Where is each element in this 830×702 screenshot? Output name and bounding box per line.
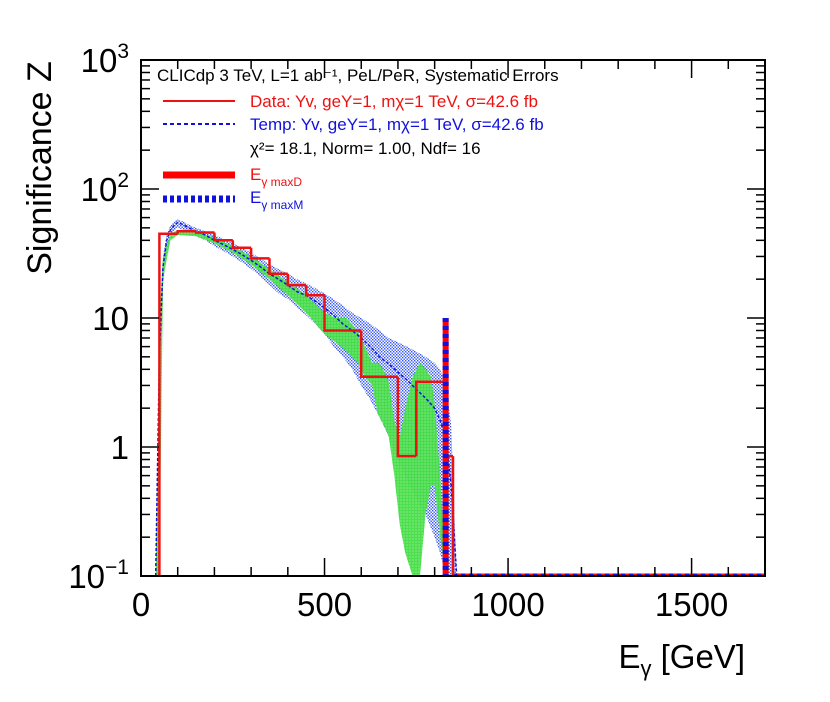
legend-header-text: CLICdp 3 TeV, L=1 ab⁻¹, PeL/PeR, Systema… [157,66,559,85]
template-curve [154,221,458,576]
data-bin [158,232,178,576]
legend-data-text: Data: Yv, geY=1, mχ=1 TeV, σ=42.6 fb [250,92,538,111]
data-bin [213,232,233,242]
data-bin [323,295,343,332]
y-tick-label: 1 [111,429,129,466]
axis-tick-labels: 0 500 1000 1500 10−1 1 10 102 103 [68,40,728,623]
data-bin [268,258,288,276]
y-tick-label: 10−1 [68,556,129,595]
data-bin [249,247,270,260]
x-tick-label: 1000 [471,586,544,623]
y-axis-label: Significance Z [21,61,59,275]
y-tick-label: 10 [92,300,129,337]
data-bin [415,380,435,457]
legend: CLICdp 3 TeV, L=1 ab⁻¹, PeL/PeR, Systema… [157,66,559,212]
data-bin [176,230,197,234]
legend-emaxd-text: Eγ maxD [250,165,302,189]
data-bin [286,273,307,287]
x-tick-label: 0 [132,586,150,623]
histogram-series [154,221,765,576]
y-tick-label: 103 [81,40,129,79]
uncertainty-bands [155,219,457,576]
data-bin [396,376,417,458]
x-tick-label: 500 [297,586,352,623]
legend-emaxm-text: Eγ maxM [250,188,303,212]
x-tick-label: 1500 [655,586,728,623]
data-uncertainty-band [155,230,446,576]
axis-ticks [140,60,766,577]
y-tick-label: 102 [81,169,129,208]
legend-chi2-text: χ²= 18.1, Norm= 1.00, Ndf= 16 [250,139,481,158]
data-bin [359,330,380,379]
data-bin [231,240,252,250]
data-bin [194,231,215,234]
x-axis-label: Eγ [GeV] [618,638,745,681]
legend-temp-text: Temp: Yv, geY=1, mχ=1 TeV, σ=42.6 fb [250,115,544,134]
data-bin [304,285,325,297]
